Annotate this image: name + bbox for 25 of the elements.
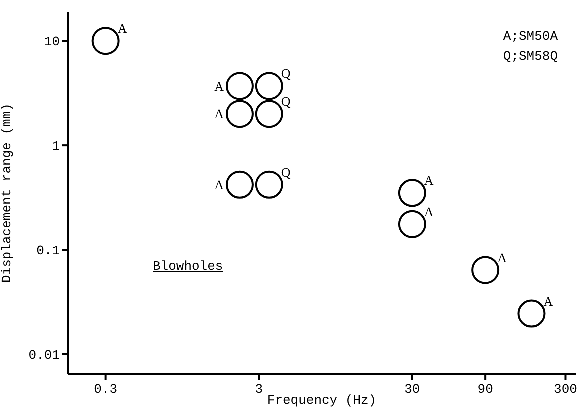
annotation: A — [214, 78, 225, 94]
annotation: Q — [281, 164, 292, 180]
x-tick-label: 300 — [554, 382, 578, 398]
y-tick-label: 1 — [52, 139, 60, 154]
annotation: Blowholes — [153, 259, 224, 274]
y-tick-label: 0.1 — [36, 244, 60, 259]
y-axis-title: Displacement range (mm) — [0, 104, 15, 283]
annotation: A;SM50A — [503, 29, 558, 44]
y-tick-label: 0.01 — [28, 348, 60, 364]
x-tick-label: 3 — [255, 382, 264, 398]
y-tick-label: 10 — [44, 34, 60, 50]
annotation: Q;SM58Q — [503, 49, 558, 64]
annotation: Q — [281, 94, 292, 110]
x-tick-label: 0.3 — [94, 382, 118, 398]
annotation: A — [214, 106, 225, 122]
annotation: A — [498, 250, 508, 266]
annotation: A — [118, 21, 128, 36]
x-tick-label: 30 — [404, 382, 420, 398]
x-tick-label: 90 — [478, 382, 494, 398]
annotation: A — [544, 294, 554, 309]
x-axis-title: Frequency (Hz) — [267, 393, 377, 408]
annotation: A — [214, 178, 225, 193]
annotation: A — [424, 204, 434, 220]
annotation: Q — [281, 66, 292, 82]
annotation: A — [424, 173, 434, 188]
